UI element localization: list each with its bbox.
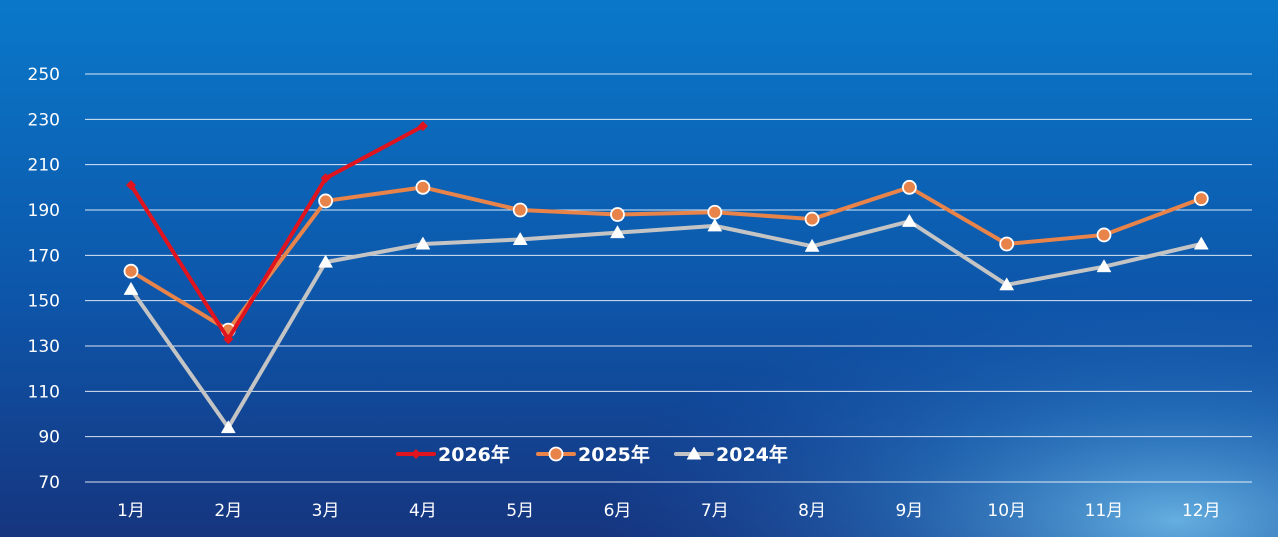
marker-triangle <box>1193 236 1209 250</box>
y-tick-label: 210 <box>28 156 60 176</box>
x-tick-label: 10月 <box>987 501 1026 521</box>
legend: 2026年 2025年 2024年 <box>396 443 788 466</box>
marker-circle-legend <box>548 446 564 462</box>
marker-triangle <box>707 218 723 232</box>
marker-circle <box>318 193 334 209</box>
marker-diamond-legend <box>411 449 421 459</box>
marker-diamond <box>320 173 331 184</box>
marker-triangle <box>901 213 917 227</box>
legend-label: 2025年 <box>578 443 650 466</box>
x-tick-label: 3月 <box>312 501 340 521</box>
x-tick-label: 6月 <box>604 501 632 521</box>
x-tick-label: 5月 <box>506 501 534 521</box>
marker-triangle <box>318 254 334 268</box>
marker-triangle <box>220 420 236 434</box>
y-tick-label: 250 <box>28 65 60 85</box>
marker-triangle-legend <box>686 446 702 460</box>
y-tick-label: 70 <box>38 473 60 493</box>
marker-circle <box>512 202 528 218</box>
marker-diamond <box>417 121 428 132</box>
marker-circle <box>999 236 1015 252</box>
legend-item-2025年: 2025年 <box>536 443 650 466</box>
x-tick-label: 1月 <box>117 501 145 521</box>
marker-circle <box>1096 227 1112 243</box>
y-tick-label: 150 <box>28 292 60 312</box>
marker-circle <box>415 179 431 195</box>
marker-diamond <box>223 334 234 345</box>
x-tick-label: 12月 <box>1182 501 1221 521</box>
marker-diamond <box>126 180 136 191</box>
marker-triangle <box>610 225 625 239</box>
marker-triangle <box>804 238 820 252</box>
series-2024年 <box>123 213 1209 434</box>
x-axis-ticks: 1月 2月 3月 4月 5月 6月 7月 8月 9月 10月 11月 12月 <box>117 501 1221 521</box>
marker-circle <box>902 179 917 195</box>
marker-triangle <box>512 231 528 245</box>
x-tick-label: 9月 <box>895 501 923 521</box>
marker-triangle <box>415 236 431 250</box>
y-tick-label: 230 <box>28 110 60 130</box>
legend-label: 2024年 <box>716 443 788 466</box>
series-line <box>129 219 1204 430</box>
series-layer <box>123 121 1209 434</box>
y-tick-label: 90 <box>38 428 60 448</box>
y-tick-label: 130 <box>28 337 60 357</box>
marker-circle <box>707 204 723 220</box>
marker-circle <box>804 211 820 227</box>
marker-circle <box>1193 191 1209 207</box>
legend-item-2026年: 2026年 <box>396 443 510 466</box>
y-tick-label: 190 <box>28 201 60 221</box>
x-tick-label: 7月 <box>701 501 729 521</box>
marker-circle <box>123 263 139 279</box>
marker-triangle <box>1096 259 1112 273</box>
marker-triangle <box>999 277 1015 291</box>
marker-circle <box>610 207 625 222</box>
x-tick-label: 4月 <box>409 501 437 521</box>
x-tick-label: 2月 <box>214 501 242 521</box>
marker-triangle <box>123 281 139 295</box>
series-line <box>129 124 425 342</box>
y-tick-label: 110 <box>28 382 60 402</box>
x-tick-label: 11月 <box>1085 501 1124 521</box>
legend-item-2024年: 2024年 <box>674 443 788 466</box>
series-line <box>129 185 1204 333</box>
x-tick-label: 8月 <box>798 501 826 521</box>
y-tick-label: 170 <box>28 246 60 266</box>
legend-label: 2026年 <box>438 443 510 466</box>
series-2026年 <box>126 121 428 345</box>
y-axis-ticks: 70 90 110 130 150 170 190 210 230 250 <box>28 65 60 493</box>
